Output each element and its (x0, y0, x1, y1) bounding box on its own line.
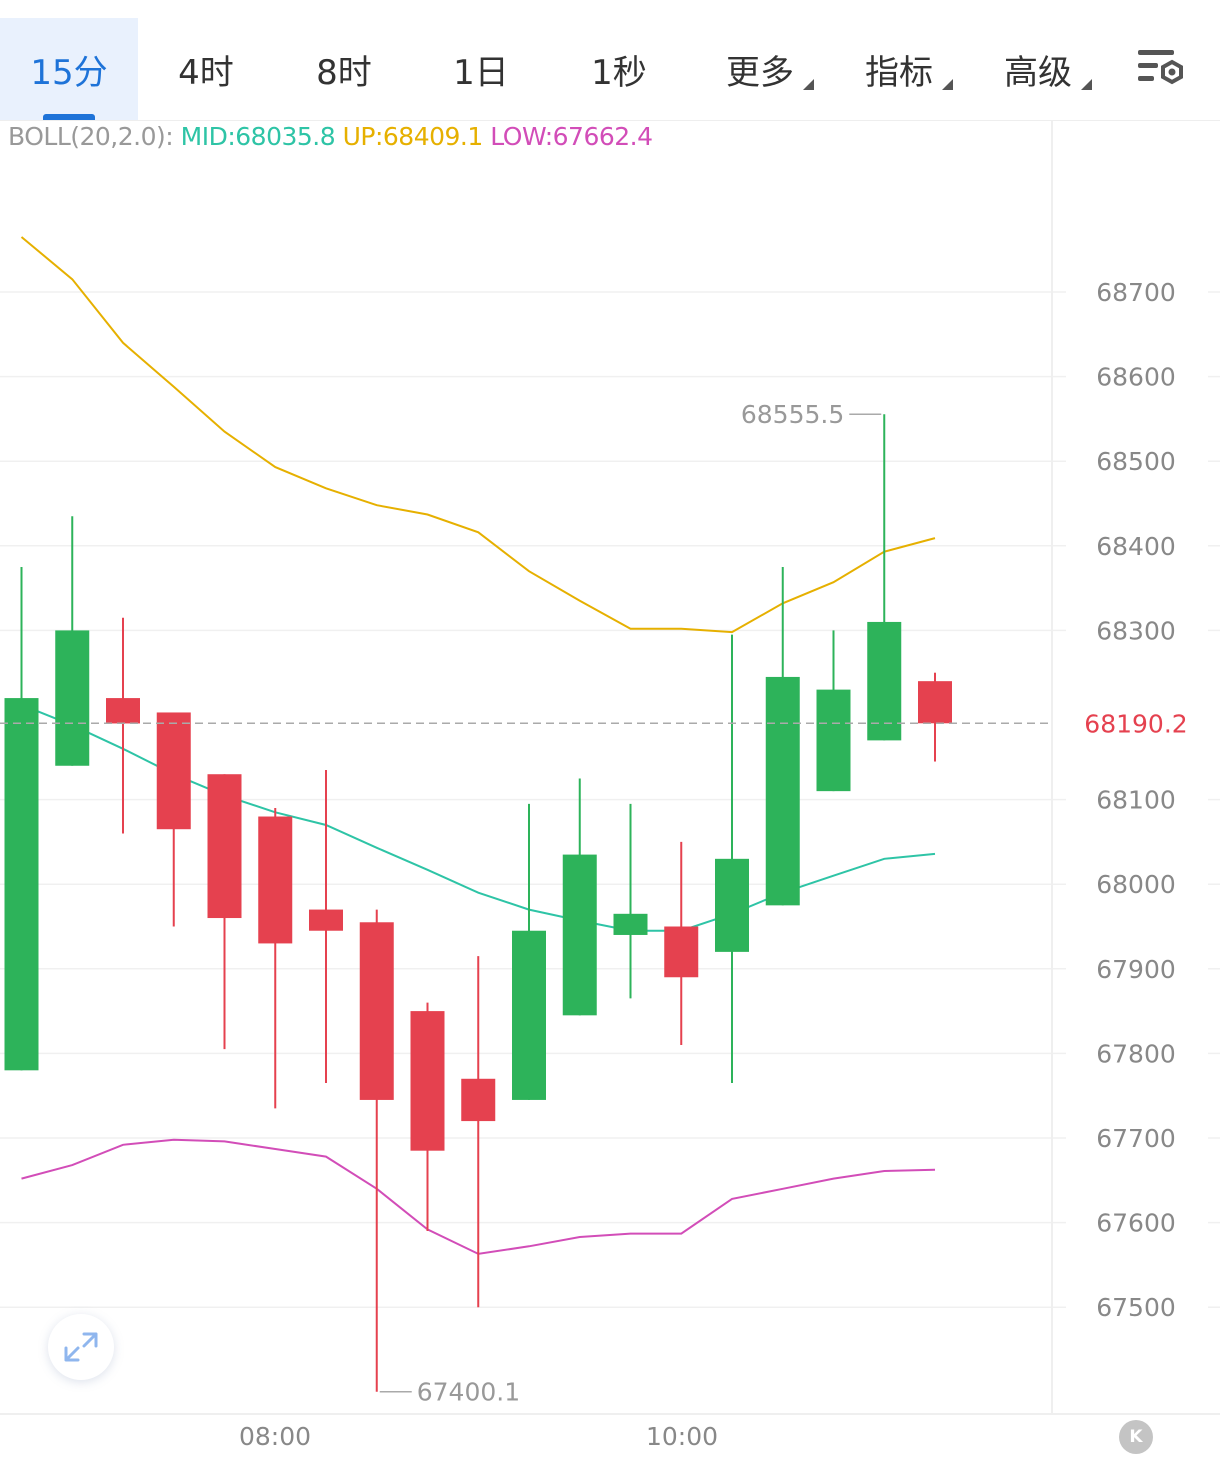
y-tick-label: 68000 (1096, 870, 1176, 899)
tab-4h[interactable]: 4时 (137, 18, 275, 120)
y-tick-label: 68300 (1096, 616, 1176, 645)
dropdown-caret-icon (1081, 79, 1092, 90)
dropdown-caret-icon (803, 79, 814, 90)
tab-15min[interactable]: 15分 (0, 18, 138, 120)
k-badge-label: K (1129, 1427, 1143, 1447)
candle-body (106, 698, 140, 724)
boll-up-line (20, 236, 936, 634)
tab-8h[interactable]: 8时 (275, 18, 413, 120)
candle-body (258, 816, 293, 944)
y-tick-label: 68400 (1096, 532, 1176, 561)
fullscreen-button[interactable] (48, 1314, 114, 1380)
y-tick-label: 68500 (1096, 447, 1176, 476)
candle-body (156, 712, 191, 830)
chart-settings-icon[interactable] (1134, 44, 1188, 92)
tab-label: 指标 (865, 52, 933, 93)
tab-advanced[interactable]: 高级 (969, 18, 1107, 120)
tab-label: 更多 (726, 52, 794, 93)
candle-body (512, 930, 546, 1100)
tab-1s[interactable]: 1秒 (550, 18, 688, 120)
candle-body (867, 621, 902, 741)
x-tick-label: 08:00 (239, 1422, 311, 1451)
current-price-label: 68190.2 (1084, 709, 1187, 738)
tab-label: 1日 (453, 52, 509, 93)
tab-indicators[interactable]: 指标 (830, 18, 968, 120)
tab-label: 15分 (30, 52, 108, 93)
candle-body (715, 858, 749, 952)
candle-body (765, 676, 800, 906)
candle-body (55, 630, 90, 766)
tab-label: 1秒 (591, 52, 647, 93)
tab-more[interactable]: 更多 (691, 18, 829, 120)
candle-body (562, 854, 597, 1016)
y-tick-label: 68700 (1096, 278, 1176, 307)
legend-low: LOW:67662.4 (490, 122, 653, 151)
tab-label: 4时 (178, 52, 234, 93)
legend-prefix: BOLL(20,2.0): (8, 122, 174, 151)
legend-mid: MID:68035.8 (180, 122, 336, 151)
candle-body (4, 698, 39, 1071)
high-price-annotation: 68555.5 (741, 400, 844, 429)
candle-body (410, 1011, 445, 1151)
tab-label: 高级 (1004, 52, 1072, 93)
y-tick-label: 67500 (1096, 1293, 1176, 1322)
k-logo-badge[interactable]: K (1119, 1420, 1153, 1454)
x-tick-label: 10:00 (646, 1422, 718, 1451)
y-tick-label: 67700 (1096, 1124, 1176, 1153)
candle-body (207, 774, 242, 919)
legend-up: UP:68409.1 (342, 122, 484, 151)
candle-body (461, 1078, 496, 1122)
y-tick-label: 68600 (1096, 363, 1176, 392)
y-tick-label: 68100 (1096, 786, 1176, 815)
current-price-tag-bg (1054, 703, 1220, 744)
active-tab-indicator (43, 114, 95, 120)
boll-legend: BOLL(20,2.0): MID:68035.8 UP:68409.1 LOW… (8, 122, 653, 151)
price-overlay: 68190.2 68555.5 67400.1 (0, 400, 1220, 1407)
dropdown-caret-icon (942, 79, 953, 90)
candle-body (309, 909, 343, 931)
tab-1d[interactable]: 1日 (412, 18, 550, 120)
candles (4, 414, 952, 1392)
low-price-annotation: 67400.1 (417, 1378, 520, 1407)
x-axis-labels: 08:00 10:00 (239, 1422, 718, 1451)
tab-label: 8时 (316, 52, 372, 93)
y-tick-label: 67600 (1096, 1209, 1176, 1238)
timeframe-toolbar: 15分 4时 8时 1日 1秒 更多 指标 高级 (0, 0, 1220, 121)
candle-body (816, 689, 851, 792)
expand-arrows-icon (64, 1332, 98, 1362)
y-tick-label: 67900 (1096, 955, 1176, 984)
candle-body (664, 926, 699, 978)
y-axis-labels: 68700 68600 68500 68400 68300 68100 68000 67900… (1096, 278, 1176, 1322)
candle-body (918, 681, 952, 724)
candle-body (359, 922, 394, 1100)
y-tick-label: 67800 (1096, 1039, 1176, 1068)
candle-body (613, 913, 648, 935)
